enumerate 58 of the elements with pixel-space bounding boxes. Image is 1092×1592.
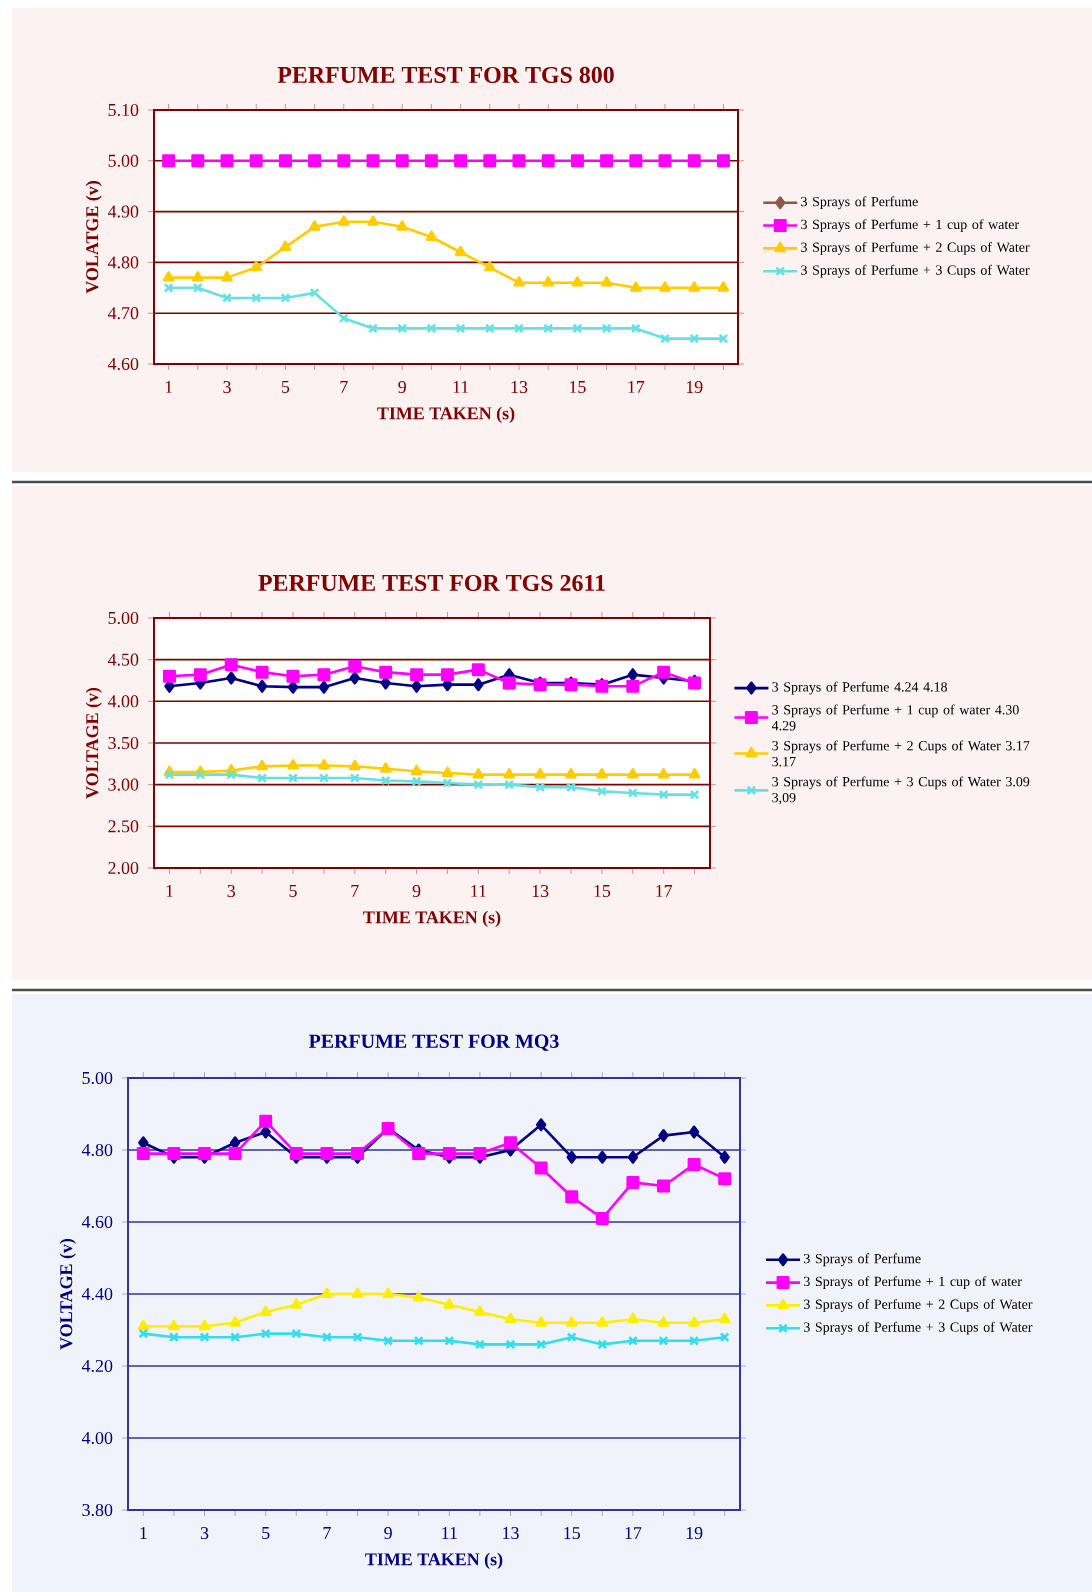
x-tick-label: 13 — [503, 1527, 519, 1540]
x-tick-label: 1 — [165, 381, 173, 393]
y-tick-label: 5.00 — [108, 154, 139, 167]
x-tick-label: 7 — [323, 1527, 331, 1539]
x-tick-label: 7 — [351, 885, 359, 897]
y-tick-label: 4.20 — [81, 1359, 113, 1373]
y-tick-label: 4.00 — [107, 695, 139, 708]
x-tick-label: 13 — [511, 381, 528, 394]
x-tick-label: 5 — [281, 381, 290, 393]
x-tick-label: 9 — [384, 1527, 392, 1540]
y-tick-label: 4.80 — [81, 1143, 113, 1157]
x-tick-label: 1 — [166, 885, 173, 897]
x-tick-label: 3 — [227, 885, 236, 898]
y-tick-label: 4.70 — [107, 307, 139, 320]
x-tick-label: 19 — [686, 381, 703, 394]
y-tick-label: 4.00 — [81, 1431, 113, 1445]
chart-title: PERFUME TEST FOR MQ3 — [308, 1034, 559, 1051]
y-axis-title: VOLATGE (v) — [85, 181, 102, 294]
y-tick-label: 4.40 — [81, 1287, 113, 1301]
y-tick-label: 4.90 — [107, 205, 139, 218]
x-tick-label: 17 — [625, 1527, 642, 1539]
x-tick-label: 15 — [564, 1527, 580, 1540]
y-tick-label: 2.50 — [108, 820, 139, 833]
x-tick-label: 3 — [223, 381, 231, 394]
x-tick-label: 17 — [656, 885, 673, 897]
y-tick-label: 4.60 — [107, 357, 139, 371]
x-tick-label: 9 — [398, 381, 406, 394]
y-tick-label: 3.00 — [108, 778, 139, 791]
y-tick-label: 2.00 — [108, 861, 139, 875]
y-tick-label: 5.00 — [108, 611, 139, 625]
y-tick-label: 3.80 — [82, 1503, 113, 1517]
x-tick-label: 11 — [471, 885, 486, 897]
x-tick-label: 11 — [442, 1527, 457, 1539]
x-axis-title: TIME TAKEN (s) — [365, 1552, 503, 1570]
y-tick-label: 4.50 — [107, 653, 139, 666]
x-tick-label: 17 — [628, 381, 645, 393]
y-tick-label: 5.10 — [108, 103, 139, 117]
x-axis-title: TIME TAKEN (s) — [363, 910, 501, 928]
y-tick-label: 5.00 — [82, 1071, 113, 1085]
x-axis-title: TIME TAKEN (s) — [377, 406, 515, 424]
y-axis-title: VOLTAGE (v) — [85, 687, 102, 799]
x-tick-label: 5 — [289, 885, 297, 897]
y-tick-label: 3.50 — [108, 736, 139, 750]
x-tick-label: 11 — [453, 381, 469, 393]
x-tick-label: 15 — [570, 381, 586, 394]
x-tick-label: 7 — [340, 381, 348, 393]
x-tick-label: 9 — [412, 885, 421, 898]
x-tick-label: 5 — [262, 1527, 270, 1539]
chart-title: PERFUME TEST FOR TGS 800 — [277, 66, 614, 83]
x-tick-label: 13 — [532, 885, 549, 898]
x-tick-label: 3 — [200, 1527, 209, 1540]
x-tick-label: 19 — [686, 1527, 703, 1540]
x-tick-label: 15 — [594, 885, 611, 898]
chart-title: PERFUME TEST FOR TGS 2611 — [258, 574, 605, 591]
y-tick-label: 4.80 — [107, 256, 139, 269]
y-tick-label: 4.60 — [81, 1215, 113, 1229]
y-axis-title: VOLTAGE (v) — [59, 1238, 76, 1350]
x-tick-label: 1 — [140, 1527, 147, 1539]
